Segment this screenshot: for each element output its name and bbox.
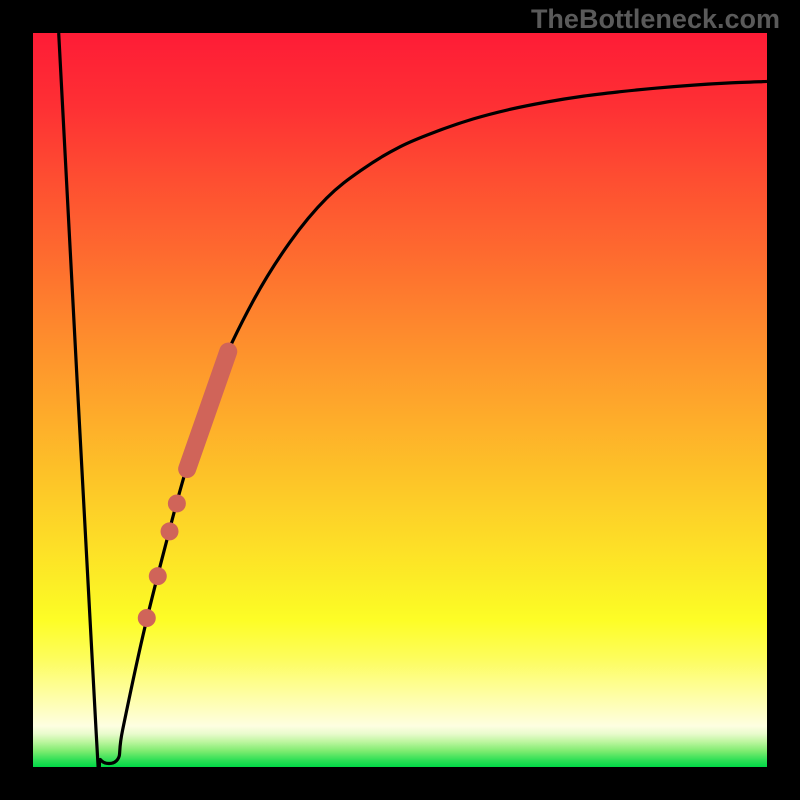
highlight-segment <box>187 352 228 469</box>
watermark-text: TheBottleneck.com <box>531 4 780 35</box>
chart-svg <box>0 0 800 800</box>
highlight-dot <box>161 522 179 540</box>
frame-left <box>0 0 33 800</box>
highlight-dot <box>138 609 156 627</box>
chart-root: TheBottleneck.com <box>0 0 800 800</box>
frame-right <box>767 0 800 800</box>
highlight-dot <box>168 494 186 512</box>
curve-line <box>59 33 767 797</box>
frame-bottom <box>0 767 800 800</box>
highlight-dot <box>149 567 167 585</box>
